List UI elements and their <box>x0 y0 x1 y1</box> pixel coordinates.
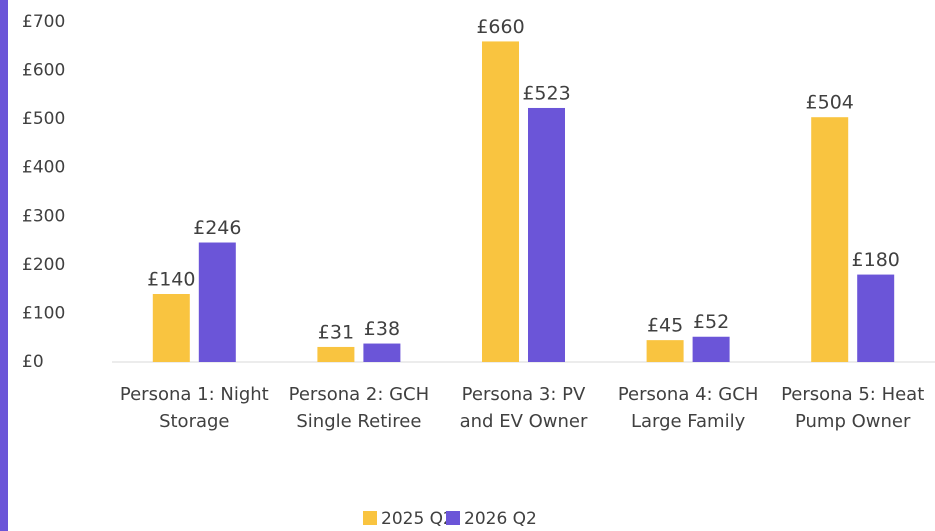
x-tick-label: Persona 4: GCH Large Family <box>617 384 759 432</box>
bar <box>317 346 355 362</box>
legend-swatch <box>363 511 377 525</box>
bar <box>857 274 895 362</box>
y-tick-label: £400 <box>22 158 65 178</box>
bar <box>528 107 565 362</box>
bar <box>198 242 236 362</box>
value-label: £523 <box>522 82 570 104</box>
bar <box>811 117 849 362</box>
value-label: £140 <box>147 269 195 291</box>
bar <box>363 343 401 362</box>
value-label: £31 <box>318 321 354 343</box>
y-tick-label: £300 <box>22 206 65 226</box>
value-label: £38 <box>364 318 400 340</box>
legend-label: 2026 Q2 <box>464 509 537 529</box>
x-tick-label: Persona 5: Heat Pump Owner <box>781 384 925 432</box>
value-label: £52 <box>693 311 729 333</box>
x-tick-label: Persona 3: PV and EV Owner <box>459 384 588 432</box>
x-tick-label: Persona 1: Night Storage <box>119 384 269 432</box>
value-label: £45 <box>647 315 683 337</box>
bar <box>152 294 190 362</box>
bar <box>692 336 730 362</box>
bar <box>646 340 684 362</box>
value-label: £504 <box>806 92 854 114</box>
y-tick-label: £600 <box>22 61 65 81</box>
side-accent <box>0 0 8 531</box>
x-tick-label: Persona 2: GCH Single Retiree <box>288 384 430 432</box>
value-label: £180 <box>852 249 900 271</box>
y-tick-label: £0 <box>22 352 44 372</box>
bar <box>482 41 519 363</box>
legend-swatch <box>446 511 460 525</box>
value-label: £246 <box>193 217 241 239</box>
y-tick-label: £700 <box>22 12 65 32</box>
legend-label: 2025 Q2 <box>381 509 454 529</box>
y-tick-label: £100 <box>22 303 65 323</box>
y-tick-label: £200 <box>22 255 65 275</box>
value-label: £660 <box>476 16 524 38</box>
y-tick-label: £500 <box>22 109 65 129</box>
